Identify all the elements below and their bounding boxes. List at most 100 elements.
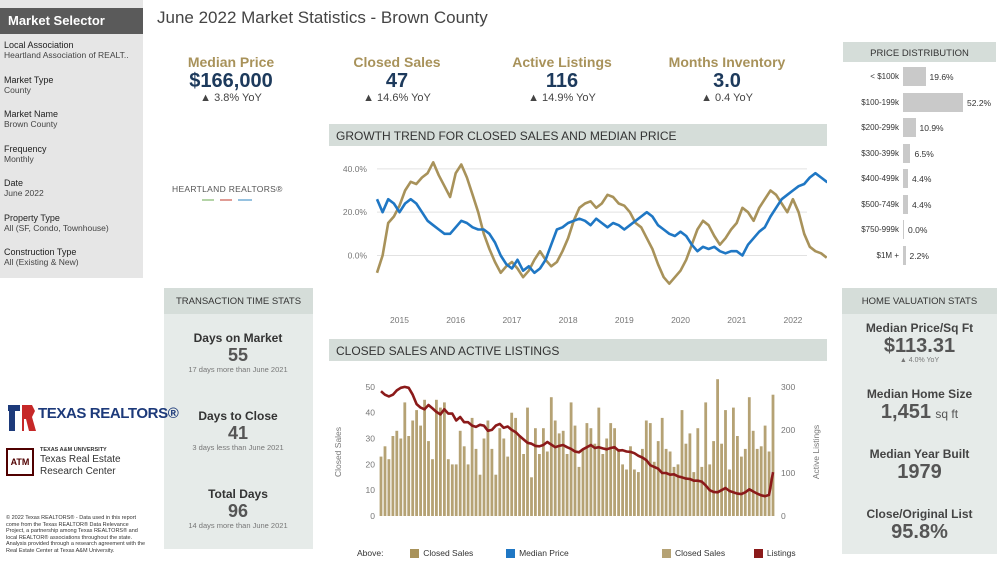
selector-item[interactable]: Market Type County	[4, 75, 141, 110]
heartland-logo-mark	[202, 199, 252, 201]
closed-sales-bar	[672, 466, 676, 516]
legend-label: Median Price	[519, 548, 569, 558]
closed-sales-bar	[514, 417, 517, 516]
x-tick-label: 2015	[390, 315, 409, 325]
price-bucket-bar	[903, 67, 926, 86]
stat-label: Close/Original List	[866, 507, 973, 521]
selector-value: Heartland Association of REALT..	[4, 50, 129, 60]
selector-item[interactable]: Market Name Brown County	[4, 109, 141, 144]
closed-sales-listings-chart: Closed Sales Active Listings 0 10 20 30 40 50 0 1…	[333, 379, 821, 521]
legend-swatch-closed-sales	[410, 549, 420, 559]
closed-sales-bar	[700, 466, 704, 516]
closed-sales-bar	[688, 433, 692, 516]
closed-sales-bar	[743, 448, 747, 516]
y-tick-label: 0	[370, 511, 375, 521]
y-tick-label: 10	[366, 485, 376, 495]
stat-label: Days to Close	[198, 409, 278, 423]
transaction-time-heading: TRANSACTION TIME STATS	[164, 288, 313, 314]
closed-sales-bar	[391, 436, 395, 516]
selector-item[interactable]: Local Association Heartland Association o…	[4, 40, 141, 75]
closed-sales-bar	[625, 469, 628, 516]
closed-sales-bar	[478, 474, 482, 516]
closed-sales-bar	[668, 451, 672, 516]
closed-sales-bar	[549, 397, 553, 516]
y2-tick-label: 200	[781, 425, 795, 435]
closed-sales-bar	[656, 441, 660, 516]
closed-sales-bar	[617, 448, 620, 516]
closed-sales-bar	[728, 469, 731, 516]
price-bucket-pct: 2.2%	[909, 250, 929, 261]
price-bucket-row: $200-299k 10.9%	[843, 118, 996, 144]
closed-sales-bar	[454, 464, 458, 516]
closed-sales-bar	[545, 451, 549, 516]
price-bucket-pct: 6.5%	[914, 148, 934, 159]
price-bucket-row: $300-399k 6.5%	[843, 143, 996, 170]
price-bucket-pct: 10.9%	[919, 123, 944, 133]
legend-label: Closed Sales	[423, 548, 474, 558]
y-axis-label-right: Active Listings	[811, 425, 821, 479]
closed-sales-bar	[431, 459, 434, 516]
selector-value: All (SF, Condo, Townhouse)	[4, 222, 109, 233]
closed-sales-bar	[435, 399, 438, 516]
closed-sales-bar	[526, 407, 529, 516]
legend-label: Closed Sales	[675, 548, 726, 558]
kpi-label: Closed Sales	[353, 54, 441, 70]
closed-sales-bar	[490, 448, 494, 516]
closed-sales-bar	[692, 472, 696, 516]
selector-item[interactable]: Construction Type All (Existing & New)	[4, 247, 141, 282]
closed-sales-bar	[771, 394, 775, 516]
kpi-label: Months Inventory	[668, 54, 786, 70]
closed-sales-bar	[474, 448, 478, 516]
selector-item[interactable]: Date June 2022	[4, 178, 141, 213]
stat-note: 14 days more than June 2021	[188, 521, 288, 530]
growth-legend: Above: Closed Sales Median Price	[357, 548, 569, 559]
kpi-value: 116	[545, 70, 579, 92]
stat-value: 1979	[897, 461, 942, 483]
closed-sales-bar	[724, 410, 727, 516]
closed-sales-bar	[747, 397, 751, 516]
selector-item[interactable]: Property Type All (SF, Condo, Townhouse)	[4, 213, 141, 248]
price-bucket-label: $200-299k	[861, 123, 899, 132]
kpi-value: $166,000	[189, 70, 273, 92]
stat-value: 41	[227, 423, 249, 443]
tamu-line1: TEXAS A&M UNIVERSITY	[40, 447, 107, 453]
closed-sales-bar	[680, 410, 684, 516]
closed-sales-bar	[462, 446, 466, 516]
x-tick-label: 2018	[559, 315, 578, 325]
kpi-closed-sales: Closed Sales 47 ▲ 14.6% YoY	[322, 54, 472, 104]
closed-sales-bar	[498, 428, 502, 516]
price-bucket-pct: 52.2%	[967, 97, 992, 108]
median-year-built: Median Year Built 1979	[842, 447, 997, 483]
selector-value: County	[4, 84, 31, 95]
y-tick-label: 40.0%	[343, 164, 368, 174]
stat-value: 96	[227, 501, 249, 521]
closed-sales-bar	[720, 443, 723, 516]
active-listings-line	[380, 385, 775, 498]
page-title: June 2022 Market Statistics - Brown Coun…	[157, 8, 488, 27]
stat-value: 55	[227, 345, 249, 365]
heartland-logo: HEARTLAND REALTORS®	[172, 184, 297, 210]
closed-sales-bar	[613, 428, 616, 516]
closed-sales-bar	[561, 430, 565, 516]
x-tick-label: 2020	[671, 315, 690, 325]
closed-sales-bar	[581, 448, 585, 516]
sales-chart-heading: CLOSED SALES AND ACTIVE LISTINGS	[329, 339, 827, 361]
closed-sales-bar	[538, 454, 541, 516]
price-bucket-row: $500-749k 4.4%	[843, 194, 996, 221]
closed-sales-bar	[763, 425, 767, 516]
closed-sales-bar	[569, 402, 573, 516]
closed-sales-bar	[637, 472, 640, 516]
selector-item[interactable]: Frequency Monthly	[4, 144, 141, 179]
y-tick-label: 50	[366, 382, 376, 392]
closed-sales-bar	[648, 423, 652, 516]
closed-sales-bar	[486, 420, 490, 516]
selector-label: Property Type	[4, 212, 60, 223]
closed-sales-bar	[415, 410, 418, 516]
price-bucket-row: < $100k 19.6%	[843, 67, 996, 93]
closed-sales-bar	[411, 420, 415, 516]
price-bucket-row: $100-199k 52.2%	[843, 92, 996, 119]
kpi-yoy: ▲ 3.8% YoY	[200, 92, 262, 104]
stat-value: $113.31	[883, 335, 956, 357]
kpi-label: Active Listings	[512, 54, 612, 70]
price-bucket-label: $1M +	[876, 250, 899, 260]
